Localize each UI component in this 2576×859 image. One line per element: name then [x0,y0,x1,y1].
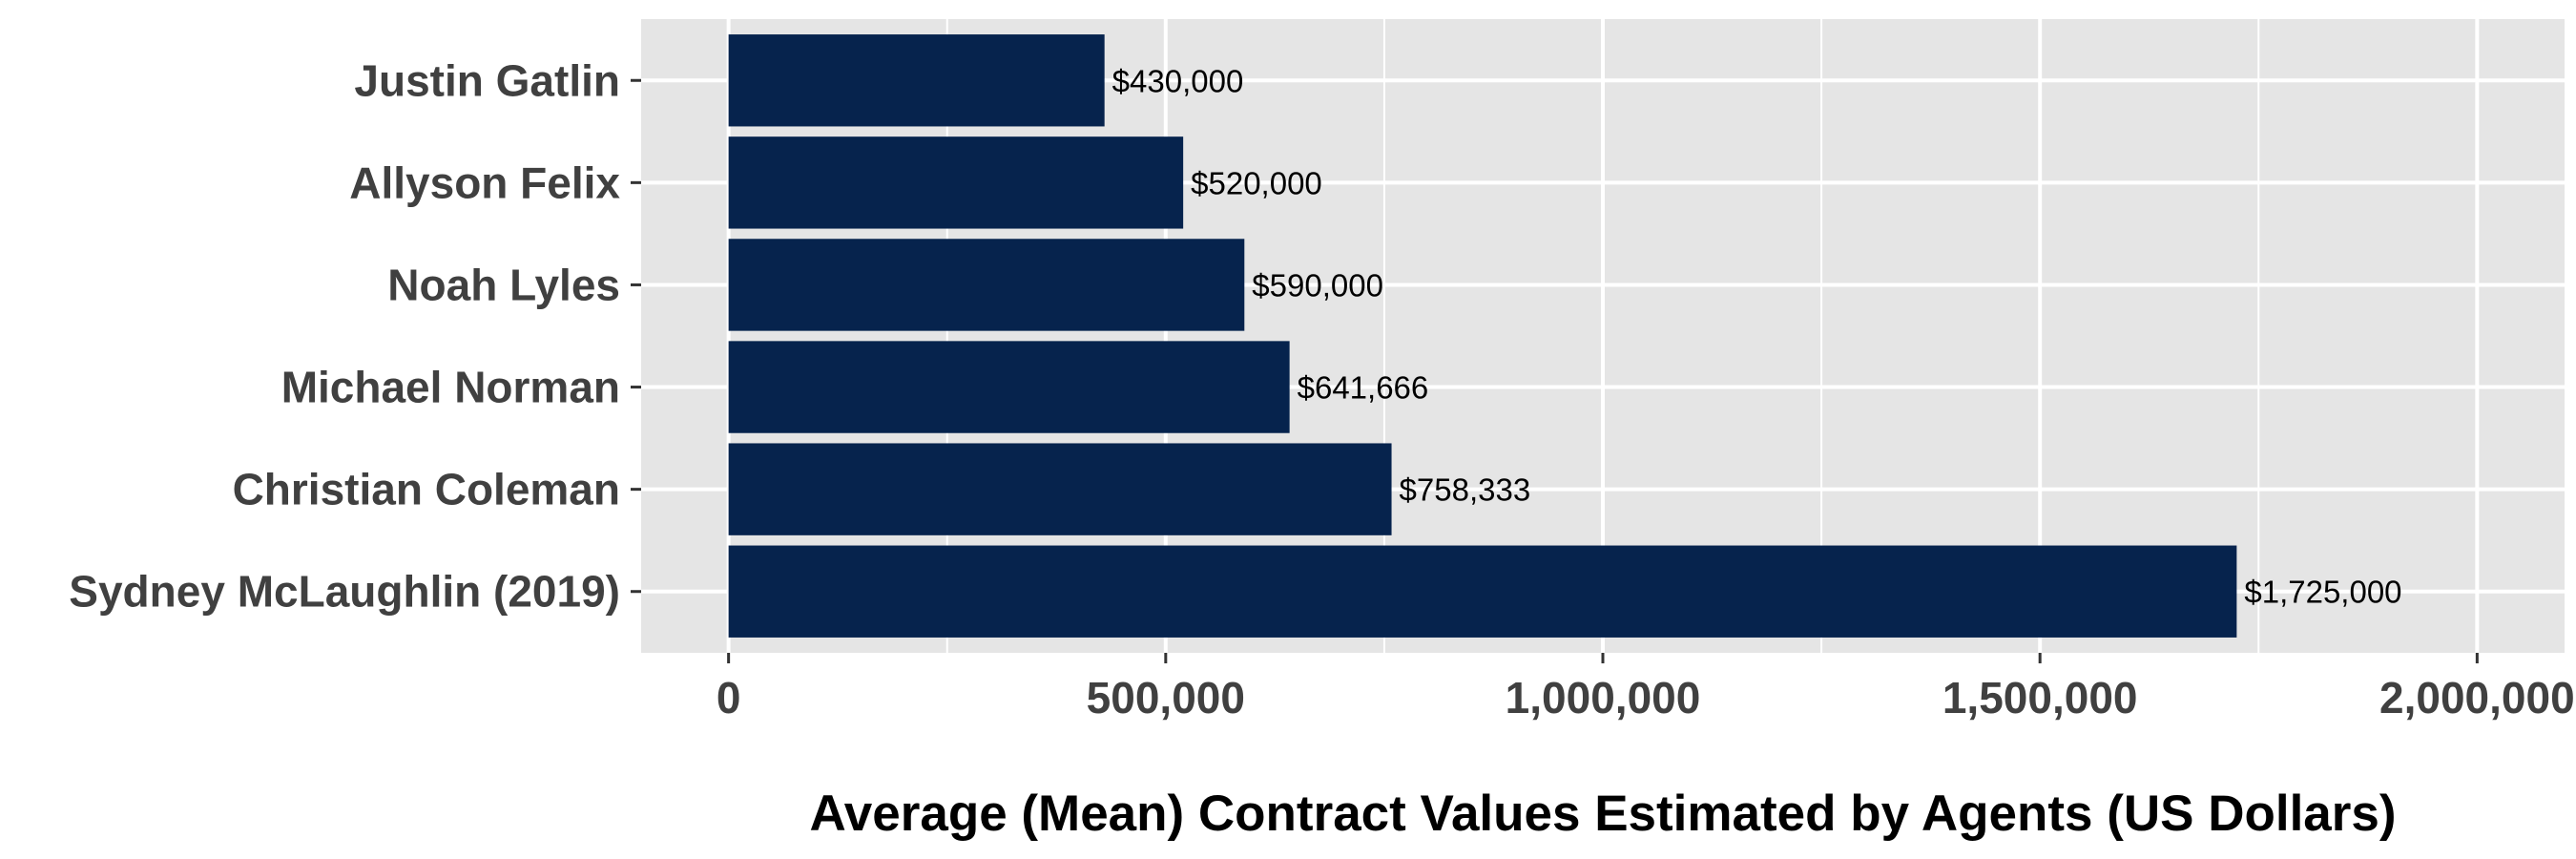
y-tick-label: Sydney McLaughlin (2019) [69,567,620,617]
x-axis: 0 500,000 1,000,000 1,500,000 2,000,000 [717,653,2575,723]
y-tick-label: Justin Gatlin [354,55,620,105]
bar-value-label: $590,000 [1252,267,1383,303]
bar [728,341,1290,433]
x-tick-label: 0 [717,673,741,723]
bar-value-label: $430,000 [1112,63,1244,98]
bar-value-label: $520,000 [1191,165,1322,200]
x-axis-title: Average (Mean) Contract Values Estimated… [809,786,2396,842]
bar-value-label: $758,333 [1400,472,1531,508]
x-tick-label: 1,000,000 [1506,673,1701,723]
bar [728,239,1245,331]
data-labels: $1,725,000 $758,333 $641,666 $590,000 $520,0… [1112,63,2402,609]
y-axis: Sydney McLaughlin (2019) Christian Colema… [69,55,641,617]
bar [728,136,1184,229]
bar [728,545,2237,638]
bar [728,443,1392,535]
x-tick-label: 1,500,000 [1942,673,2138,723]
y-tick-label: Allyson Felix [349,157,620,207]
bars [728,34,2237,638]
x-tick-label: 500,000 [1087,673,1245,723]
y-tick-label: Christian Coleman [233,465,620,514]
y-tick-label: Noah Lyles [387,260,620,309]
x-tick-label: 2,000,000 [2379,673,2575,723]
y-tick-label: Michael Norman [281,363,620,412]
bar [728,34,1105,127]
bar-value-label: $641,666 [1298,370,1429,406]
bar-value-label: $1,725,000 [2244,575,2401,610]
